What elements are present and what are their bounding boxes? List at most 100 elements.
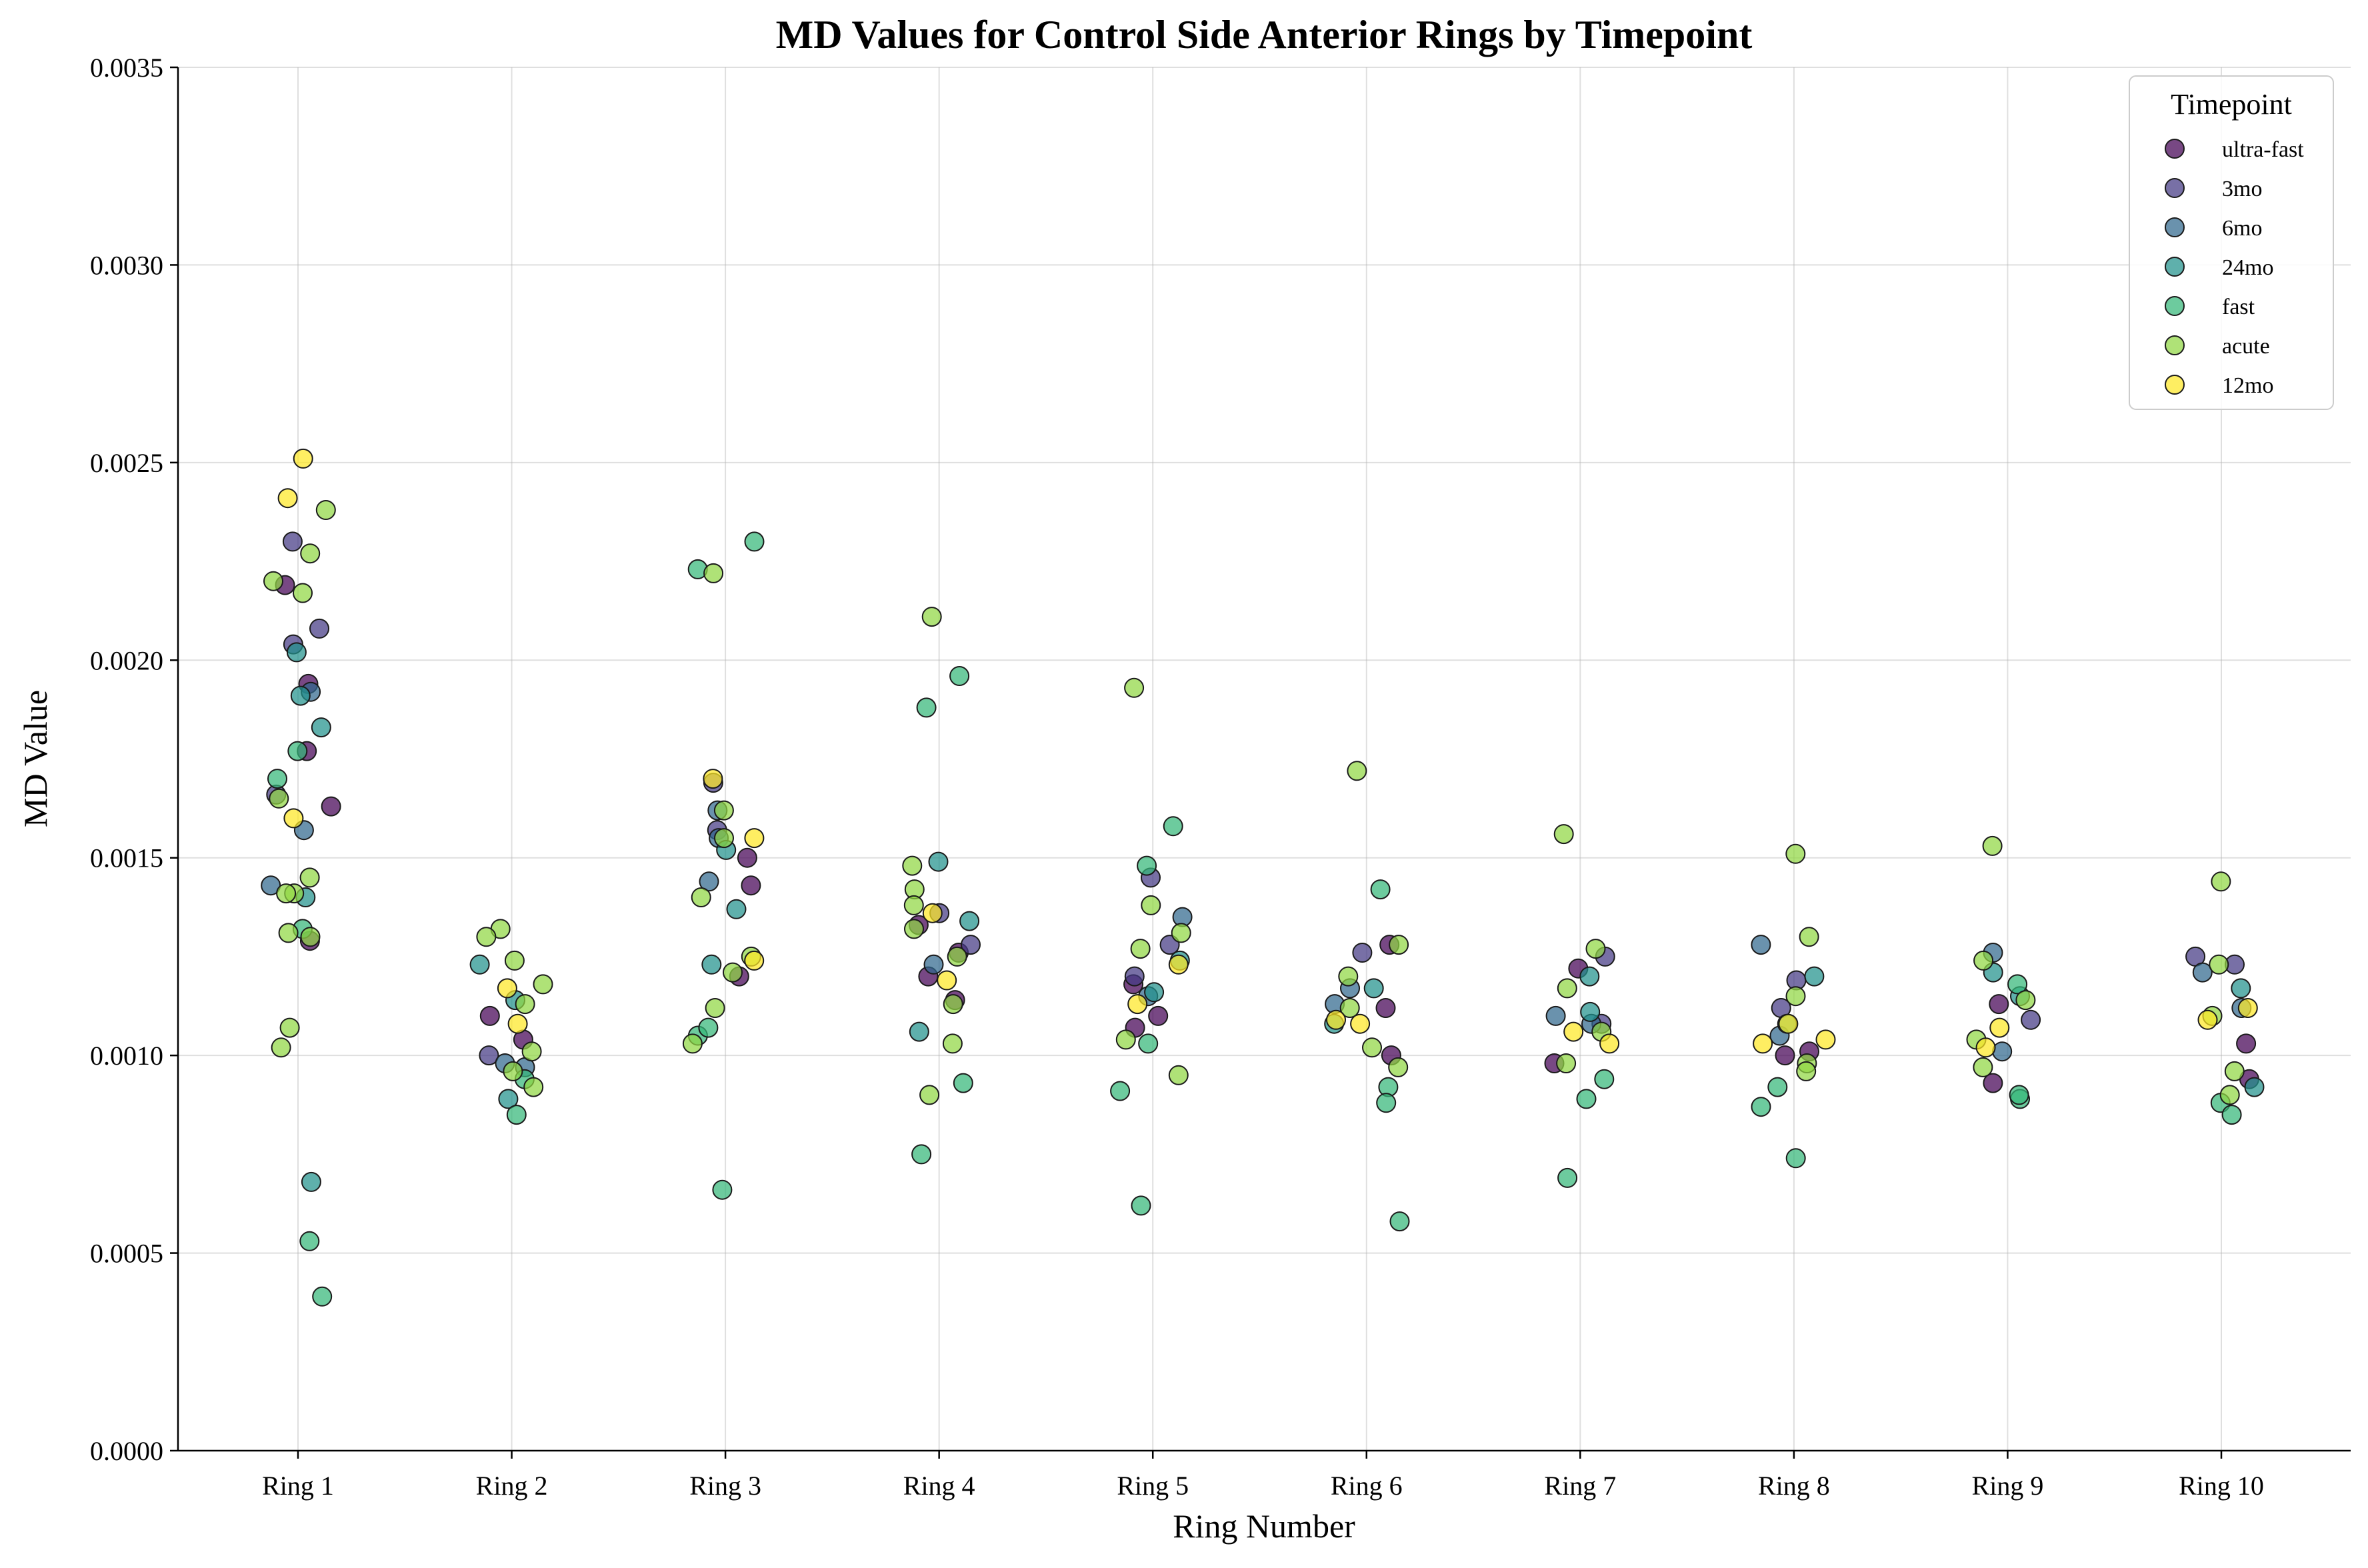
data-point-acute bbox=[476, 927, 497, 947]
x-tick-label: Ring 6 bbox=[1331, 1471, 1403, 1501]
data-point-acute bbox=[1130, 939, 1151, 959]
data-point-24mo bbox=[1579, 966, 1600, 987]
data-point-fast bbox=[1576, 1089, 1597, 1109]
data-point-acute bbox=[521, 1041, 542, 1062]
data-point-acute bbox=[1982, 835, 2003, 856]
data-point-acute bbox=[315, 500, 336, 520]
data-point-acute bbox=[271, 1037, 291, 1058]
legend-marker-acute bbox=[2165, 335, 2185, 355]
data-point-acute bbox=[2211, 871, 2231, 892]
legend-box bbox=[2129, 75, 2334, 410]
data-point-6mo bbox=[2192, 962, 2213, 983]
data-point-acute bbox=[300, 927, 321, 947]
data-point-3mo bbox=[309, 618, 329, 639]
data-point-6mo bbox=[1751, 935, 1771, 955]
data-point-fast bbox=[1163, 816, 1183, 837]
data-point-fast bbox=[1110, 1081, 1131, 1101]
data-point-24mo bbox=[726, 899, 747, 919]
data-point-12mo bbox=[283, 808, 304, 829]
data-point-fast bbox=[1767, 1077, 1788, 1097]
data-point-fast bbox=[1137, 855, 1157, 876]
data-point-24mo bbox=[909, 1021, 929, 1042]
data-point-acute bbox=[903, 895, 924, 915]
data-point-3mo bbox=[282, 531, 303, 552]
data-point-24mo bbox=[1144, 982, 1165, 1003]
data-point-6mo bbox=[1992, 1041, 2013, 1062]
data-point-acute bbox=[1973, 1057, 1993, 1077]
data-point-ultra-fast bbox=[2236, 1033, 2257, 1054]
data-point-acute bbox=[1388, 1057, 1409, 1077]
data-point-12mo bbox=[1989, 1017, 2010, 1038]
axes bbox=[177, 67, 2351, 1452]
data-point-12mo bbox=[507, 1013, 528, 1034]
data-point-acute bbox=[703, 563, 724, 583]
data-point-12mo bbox=[1127, 994, 1148, 1015]
data-point-fast bbox=[1557, 1167, 1578, 1188]
legend-marker-12mo bbox=[2165, 375, 2185, 395]
legend-label-3mo: 3mo bbox=[2222, 177, 2262, 201]
data-point-acute bbox=[943, 994, 963, 1015]
data-point-fast bbox=[949, 666, 970, 686]
legend-marker-6mo bbox=[2165, 217, 2185, 237]
x-tick-label: Ring 10 bbox=[2179, 1471, 2264, 1501]
data-point-12mo bbox=[1350, 1013, 1371, 1034]
data-point-acute bbox=[921, 607, 942, 627]
data-point-acute bbox=[919, 1085, 940, 1105]
data-point-12mo bbox=[277, 488, 298, 509]
data-point-12mo bbox=[293, 448, 313, 469]
data-point-acute bbox=[723, 962, 743, 983]
data-point-acute bbox=[705, 998, 725, 1018]
data-point-acute bbox=[1553, 824, 1574, 845]
data-point-acute bbox=[1973, 950, 1994, 971]
data-point-acute bbox=[902, 855, 923, 876]
data-point-acute bbox=[279, 1017, 300, 1038]
data-point-ultra-fast bbox=[321, 796, 341, 817]
data-point-24mo bbox=[928, 851, 949, 872]
data-point-acute bbox=[2219, 1085, 2240, 1105]
data-point-fast bbox=[916, 697, 937, 718]
data-point-acute bbox=[300, 543, 321, 564]
data-point-acute bbox=[1141, 895, 1161, 915]
data-point-24mo bbox=[959, 911, 980, 931]
y-tick-label: 0.0000 bbox=[90, 1436, 163, 1466]
data-point-24mo bbox=[1804, 966, 1825, 987]
data-point-ultra-fast bbox=[1989, 994, 2009, 1015]
data-point-fast bbox=[911, 1144, 932, 1165]
data-point-3mo bbox=[2021, 1009, 2041, 1030]
data-point-acute bbox=[1115, 1029, 1136, 1050]
data-point-fast bbox=[287, 741, 308, 761]
data-point-24mo bbox=[286, 642, 307, 663]
data-point-24mo bbox=[701, 954, 722, 975]
data-point-24mo bbox=[311, 717, 331, 738]
data-point-12mo bbox=[1975, 1037, 1996, 1058]
data-point-fast bbox=[2221, 1105, 2242, 1125]
data-point-12mo bbox=[1326, 1009, 1346, 1030]
tick-labels: 0.0000 0.0005 0.0010 0.0015 0.0020 0.0025 0.00… bbox=[90, 53, 2264, 1501]
legend-label-fast: fast bbox=[2222, 295, 2255, 319]
data-point-12mo bbox=[1753, 1033, 1773, 1054]
data-point-12mo bbox=[703, 769, 723, 789]
x-tick-label: Ring 2 bbox=[476, 1471, 548, 1501]
data-point-fast bbox=[1370, 879, 1391, 900]
data-point-acute bbox=[1347, 761, 1367, 781]
data-point-24mo bbox=[1580, 1001, 1601, 1022]
data-point-12mo bbox=[744, 828, 765, 849]
data-point-fast bbox=[312, 1286, 333, 1307]
legend-label-6mo: 6mo bbox=[2222, 216, 2262, 241]
data-point-acute bbox=[1338, 966, 1359, 987]
y-tick-label: 0.0010 bbox=[90, 1041, 163, 1071]
data-point-ultra-fast bbox=[1148, 1005, 1169, 1026]
data-point-24mo bbox=[301, 1171, 321, 1192]
data-point-6mo bbox=[699, 871, 719, 892]
legend-label-acute: acute bbox=[2222, 334, 2270, 359]
data-point-12mo bbox=[937, 970, 957, 991]
data-point-6mo bbox=[923, 954, 944, 975]
data-point-acute bbox=[1339, 998, 1360, 1018]
data-point-acute bbox=[1585, 939, 1606, 959]
data-point-fast bbox=[1785, 1148, 1806, 1169]
y-tick-label: 0.0035 bbox=[90, 53, 163, 83]
data-point-fast bbox=[1131, 1195, 1151, 1216]
data-point-fast bbox=[506, 1105, 527, 1125]
data-point-12mo bbox=[744, 950, 765, 971]
data-point-fast bbox=[2007, 974, 2028, 995]
